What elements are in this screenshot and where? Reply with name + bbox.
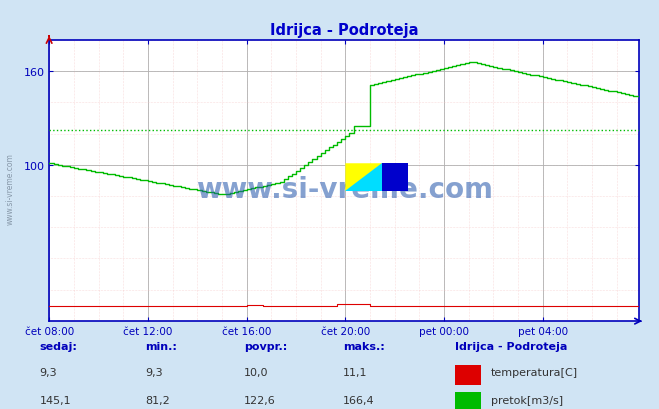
Text: min.:: min.: (145, 341, 177, 351)
Text: povpr.:: povpr.: (244, 341, 287, 351)
Text: 81,2: 81,2 (145, 395, 170, 405)
Text: www.si-vreme.com: www.si-vreme.com (5, 152, 14, 224)
Bar (382, 164, 408, 192)
Text: 9,3: 9,3 (40, 368, 57, 378)
Text: 9,3: 9,3 (145, 368, 163, 378)
Text: temperatura[C]: temperatura[C] (491, 368, 578, 378)
Title: Idrijca - Podroteja: Idrijca - Podroteja (270, 23, 418, 38)
Text: 11,1: 11,1 (343, 368, 367, 378)
Text: 10,0: 10,0 (244, 368, 268, 378)
Text: Idrijca - Podroteja: Idrijca - Podroteja (455, 341, 567, 351)
Text: sedaj:: sedaj: (40, 341, 77, 351)
Text: 122,6: 122,6 (244, 395, 275, 405)
Text: pretok[m3/s]: pretok[m3/s] (491, 395, 563, 405)
Bar (455, 392, 481, 409)
Polygon shape (345, 164, 382, 192)
Text: maks.:: maks.: (343, 341, 384, 351)
Bar (455, 365, 481, 385)
Polygon shape (345, 164, 382, 192)
Text: 145,1: 145,1 (40, 395, 71, 405)
Text: 166,4: 166,4 (343, 395, 374, 405)
Text: www.si-vreme.com: www.si-vreme.com (196, 175, 493, 203)
